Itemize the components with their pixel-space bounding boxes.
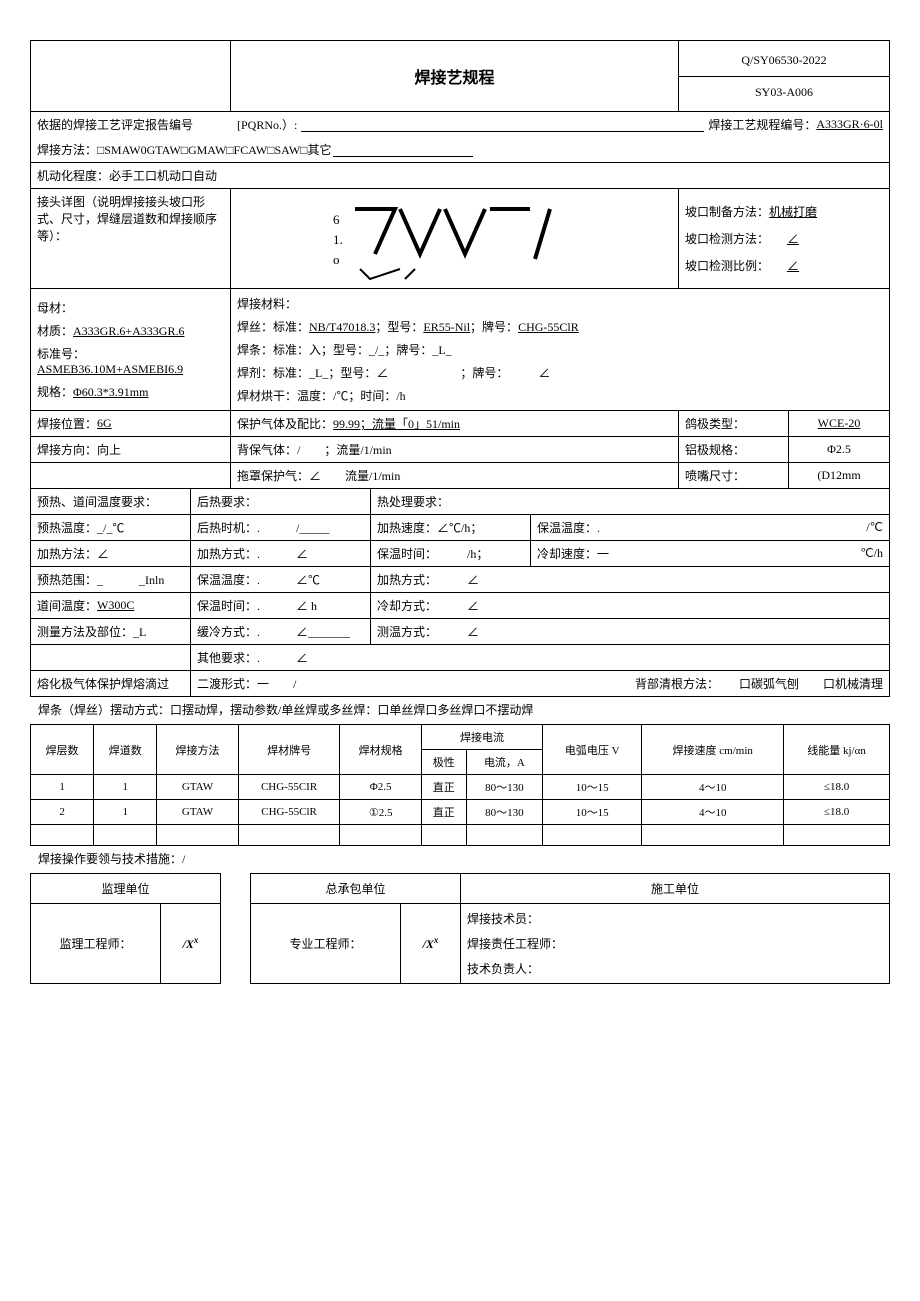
joint-row: 接头详图（说明焊接接头坡口形式、尺寸，焊缝层道数和焊接顺序等）： 6 1. o <box>31 189 889 289</box>
drag-val: ∠ 流量/1/min <box>309 467 400 484</box>
base-std: 标准号：ASMEB36.10M+ASMEBI6.9 <box>37 345 224 377</box>
tech-lead: 技术负责人： <box>467 960 883 977</box>
wps-no: A333GR·6-0l <box>816 117 883 132</box>
preheat-r3: 预热范围：_ _Inln 保温温度：. ∠℃ 加热方式： ∠ <box>31 567 889 593</box>
col-voltage: 电弧电压 V <box>543 725 642 775</box>
inspect-ratio: 坡口检测比例： ∠ <box>685 257 799 274</box>
filler-flux: 焊剂：标准：_L_；型号：∠ ；牌号： ∠ <box>237 364 550 381</box>
supervise-eng: 监理工程师： <box>31 904 161 984</box>
backclean-label: 背部清根方法： <box>635 675 719 692</box>
preheat-r6: 其他要求：. ∠ <box>31 645 889 671</box>
wps-no-label: 焊接工艺规程编号： <box>708 116 816 133</box>
dir-row: 焊接方向：向上 背保气体：/ ；流量/1/min 铝极规格： Φ2.5 <box>31 437 889 463</box>
base-material: 材质：A333GR.6+A333GR.6 <box>37 322 184 339</box>
preheat-r1: 预热温度：_/_℃ 后热时机：. /_____ 加热速度：∠℃/h； 保温温度：… <box>31 515 889 541</box>
col-spec: 焊材规格 <box>340 725 421 775</box>
drag-row: 拖罩保护气：∠ 流量/1/min 喷嘴尺寸： (D12mm <box>31 463 889 489</box>
nozzle-val: (D12mm <box>789 463 889 488</box>
weave-note: 焊条（焊丝）摆动方式：口摆动焊，摆动参数/单丝焊或多丝焊：口单丝焊口多丝焊口不摆… <box>30 697 890 722</box>
backgas-label: 背保气体： <box>237 441 297 458</box>
col-heat: 线能量 kj/αn <box>784 725 890 775</box>
code-top: Q/SY06530-2022 <box>679 45 889 77</box>
method-blank <box>333 143 473 157</box>
backgas-val: / ；流量/1/min <box>297 441 392 458</box>
preheat-header: 预热、道间温度要求： 后热要求： 热处理要求： <box>31 489 889 515</box>
preheat-r4: 道间温度：W300C 保温时间：. ∠ h 冷却方式： ∠ <box>31 593 889 619</box>
nozzle-label: 喷嘴尺寸： <box>679 463 789 488</box>
op-notes: 焊接操作要领与技术措施：/ <box>30 846 890 871</box>
filler-dry: 焊材烘干：温度：/℃；时间：/h <box>237 387 406 404</box>
drag-label: 拖罩保护气： <box>237 467 309 484</box>
filler-rod: 焊条：标准：入；型号：_/_；牌号：_L_ <box>237 341 452 358</box>
gas-label: 保护气体及配比： <box>237 415 333 432</box>
params-table: 焊层数 焊道数 焊接方法 焊材牌号 焊材规格 焊接电流 电弧电压 V 焊接速度 … <box>30 724 890 846</box>
method-row: 焊接方法：□SMAW0GTAW□GMAW□FCAW□SAW□其它 <box>31 137 889 163</box>
weld-resp: 焊接责任工程师： <box>467 935 883 952</box>
pos-row: 焊接位置：6G 保护气体及配比：99.99；流量「0」51/min 鸽极类型： … <box>31 411 889 437</box>
weld-tech: 焊接技术员： <box>467 910 883 927</box>
tungsten-val: WCE-20 <box>789 411 889 436</box>
header-row: 焊接艺规程 Q/SY06530-2022 SY03-A006 <box>31 41 889 112</box>
sign-construct-hdr: 施工单位 <box>461 874 890 904</box>
table-row: 11GTAWCHG-55CIRΦ2.5直正80～13010～154～10≤18.… <box>31 775 890 800</box>
preheat-r2: 加热方法：∠ 加热方式：. ∠ 保温时间： /h； 冷却速度：一℃/h <box>31 541 889 567</box>
form-container: 焊接艺规程 Q/SY06530-2022 SY03-A006 依据的焊接工艺评定… <box>30 40 890 697</box>
col-pass: 焊道数 <box>94 725 157 775</box>
groove-diagram: 6 1. o <box>325 194 585 284</box>
col-layer: 焊层数 <box>31 725 94 775</box>
pos-val: 6G <box>97 416 112 431</box>
sign-table: 监理单位 总承包单位 施工单位 监理工程师： /Xx 专业工程师： /Xx 焊接… <box>30 873 890 984</box>
al-label: 铝极规格： <box>679 437 789 462</box>
mark2: /X <box>423 937 434 951</box>
table-row-empty <box>31 825 890 846</box>
col-polarity: 极性 <box>421 750 466 775</box>
pqr-no-label: [PQRNo.）: <box>237 116 297 133</box>
filler-label: 焊接材料： <box>237 295 297 312</box>
base-label: 母材： <box>37 299 73 316</box>
prof-eng: 专业工程师： <box>251 904 401 984</box>
pqr-label: 依据的焊接工艺评定报告编号 <box>31 112 231 137</box>
pqr-blank <box>301 118 704 132</box>
gas-val: 99.99；流量「0」51/min <box>333 415 460 432</box>
al-val: Φ2.5 <box>789 437 889 462</box>
col-speed: 焊接速度 cm/min <box>642 725 784 775</box>
svg-text:6: 6 <box>333 212 340 227</box>
col-brand: 焊材牌号 <box>238 725 340 775</box>
transfer-row: 熔化极气体保护焊熔滴过 二渡形式：一 / 背部清根方法： 口碳弧气刨 口机械清理 <box>31 671 889 696</box>
base-spec: 规格：Φ60.3*3.91mm <box>37 383 148 400</box>
method-label: 焊接方法：□SMAW0GTAW□GMAW□FCAW□SAW□其它 <box>37 141 331 158</box>
filler-wire: 焊丝：标准：NB/T47018.3；型号：ER55-Nil；牌号：CHG-55C… <box>237 318 579 335</box>
svg-text:o: o <box>333 252 340 267</box>
svg-text:1.: 1. <box>333 232 343 247</box>
sign-supervise-hdr: 监理单位 <box>31 874 221 904</box>
preheat-r5: 测量方法及部位：_L 缓冷方式：. ∠_______ 测温方式： ∠ <box>31 619 889 645</box>
form-title: 焊接艺规程 <box>231 41 679 111</box>
dir-label: 焊接方向：向上 <box>31 437 231 462</box>
backclean-opts: 口碳弧气刨 口机械清理 <box>739 675 883 692</box>
mech-row: 机动化程度：必手工口机动口自动 <box>31 163 889 189</box>
material-row: 母材： 材质：A333GR.6+A333GR.6 标准号：ASMEB36.10M… <box>31 289 889 411</box>
table-row: 21GTAWCHG-55ClR①2.5直正80～13010～154～10≤18.… <box>31 800 890 825</box>
mech-text: 机动化程度：必手工口机动口自动 <box>31 163 889 188</box>
inspect-method: 坡口检测方法： ∠ <box>685 230 799 247</box>
col-current-group: 焊接电流 <box>421 725 542 750</box>
joint-label: 接头详图（说明焊接接头坡口形式、尺寸，焊缝层道数和焊接顺序等）： <box>31 189 231 288</box>
code-bottom: SY03-A006 <box>679 77 889 108</box>
sign-general-hdr: 总承包单位 <box>251 874 461 904</box>
pqr-row: 依据的焊接工艺评定报告编号 [PQRNo.）: 焊接工艺规程编号： A333GR… <box>31 112 889 137</box>
pos-label: 焊接位置： <box>37 415 97 432</box>
tungsten-label: 鸽极类型： <box>679 411 789 436</box>
prep-method: 坡口制备方法：机械打磨 <box>685 203 817 220</box>
col-current: 电流，A <box>466 750 542 775</box>
col-process: 焊接方法 <box>157 725 238 775</box>
mark1: /X <box>183 937 194 951</box>
